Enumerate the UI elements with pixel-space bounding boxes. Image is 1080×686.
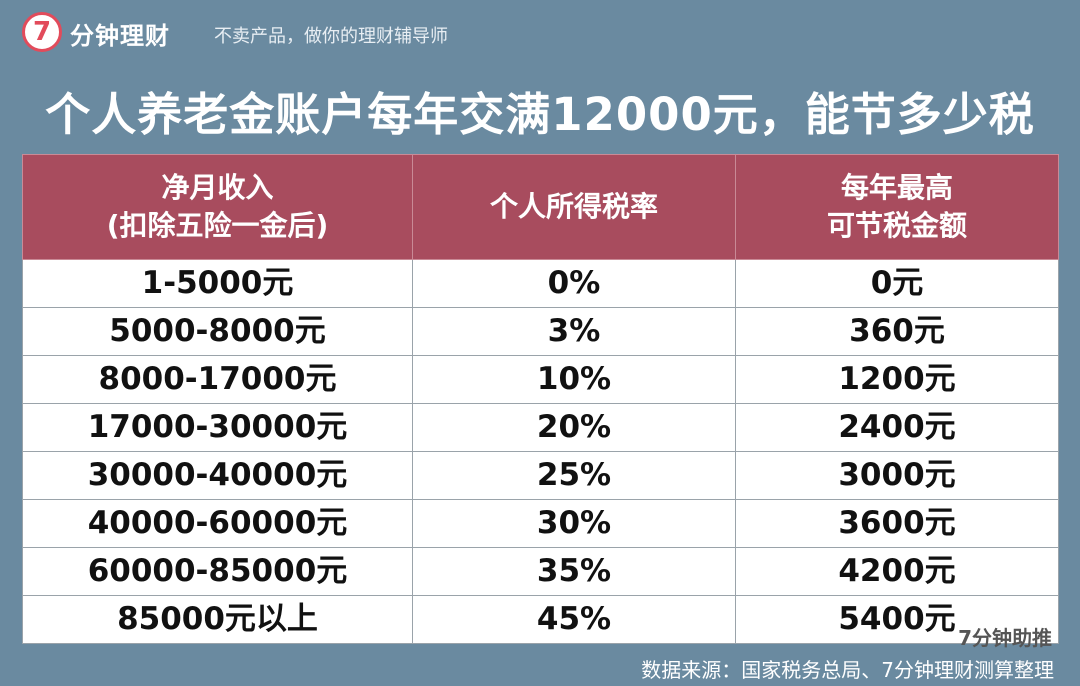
header-tax-rate: 个人所得税率 bbox=[412, 154, 736, 260]
cell-rate: 45% bbox=[412, 595, 736, 644]
table-row: 17000-30000元 20% 2400元 bbox=[22, 403, 1059, 452]
table-row: 60000-85000元 35% 4200元 bbox=[22, 547, 1059, 596]
cell-saving: 0元 bbox=[735, 259, 1059, 308]
header-tax-saving-line2: 可节税金额 bbox=[826, 209, 967, 242]
cell-income: 5000-8000元 bbox=[22, 307, 413, 356]
cell-saving: 3600元 bbox=[735, 499, 1059, 548]
header-net-income-line2: (扣除五险一金后) bbox=[106, 209, 329, 242]
table-row: 5000-8000元 3% 360元 bbox=[22, 307, 1059, 356]
brand-logo-icon: 7 bbox=[22, 12, 62, 52]
cell-income: 60000-85000元 bbox=[22, 547, 413, 596]
table-row: 40000-60000元 30% 3600元 bbox=[22, 499, 1059, 548]
cell-rate: 3% bbox=[412, 307, 736, 356]
table-row: 85000元以上 45% 5400元 bbox=[22, 595, 1059, 644]
header-tax-saving: 每年最高 可节税金额 bbox=[735, 154, 1059, 260]
platform-badge: 7分钟助推 bbox=[958, 626, 1052, 650]
table-header-row: 净月收入 (扣除五险一金后) 个人所得税率 每年最高 可节税金额 bbox=[22, 154, 1059, 260]
cell-income: 30000-40000元 bbox=[22, 451, 413, 500]
top-bar: 7 分钟理财 不卖产品，做你的理财辅导师 bbox=[0, 0, 1080, 62]
data-source-note: 数据来源：国家税务总局、7分钟理财测算整理 bbox=[641, 658, 1054, 682]
cell-saving: 2400元 bbox=[735, 403, 1059, 452]
table-row: 1-5000元 0% 0元 bbox=[22, 259, 1059, 308]
cell-rate: 0% bbox=[412, 259, 736, 308]
cell-income: 17000-30000元 bbox=[22, 403, 413, 452]
cell-rate: 20% bbox=[412, 403, 736, 452]
header-net-income: 净月收入 (扣除五险一金后) bbox=[22, 154, 413, 260]
cell-income: 1-5000元 bbox=[22, 259, 413, 308]
cell-income: 8000-17000元 bbox=[22, 355, 413, 404]
header-tax-rate-line1: 个人所得税率 bbox=[489, 190, 658, 223]
cell-saving: 3000元 bbox=[735, 451, 1059, 500]
cell-rate: 30% bbox=[412, 499, 736, 548]
tax-table: 净月收入 (扣除五险一金后) 个人所得税率 每年最高 可节税金额 1-5000元… bbox=[22, 154, 1059, 644]
cell-saving: 5400元 bbox=[735, 595, 1059, 644]
brand-name: 分钟理财 bbox=[70, 22, 170, 50]
cell-income: 85000元以上 bbox=[22, 595, 413, 644]
cell-rate: 10% bbox=[412, 355, 736, 404]
page-title: 个人养老金账户每年交满12000元，能节多少税 bbox=[45, 88, 1035, 141]
table-row: 30000-40000元 25% 3000元 bbox=[22, 451, 1059, 500]
cell-saving: 4200元 bbox=[735, 547, 1059, 596]
cell-income: 40000-60000元 bbox=[22, 499, 413, 548]
cell-rate: 25% bbox=[412, 451, 736, 500]
brand-slogan: 不卖产品，做你的理财辅导师 bbox=[214, 26, 448, 47]
header-tax-saving-line1: 每年最高 bbox=[840, 171, 953, 204]
cell-saving: 1200元 bbox=[735, 355, 1059, 404]
cell-rate: 35% bbox=[412, 547, 736, 596]
header-net-income-line1: 净月收入 bbox=[161, 171, 274, 204]
table-row: 8000-17000元 10% 1200元 bbox=[22, 355, 1059, 404]
cell-saving: 360元 bbox=[735, 307, 1059, 356]
